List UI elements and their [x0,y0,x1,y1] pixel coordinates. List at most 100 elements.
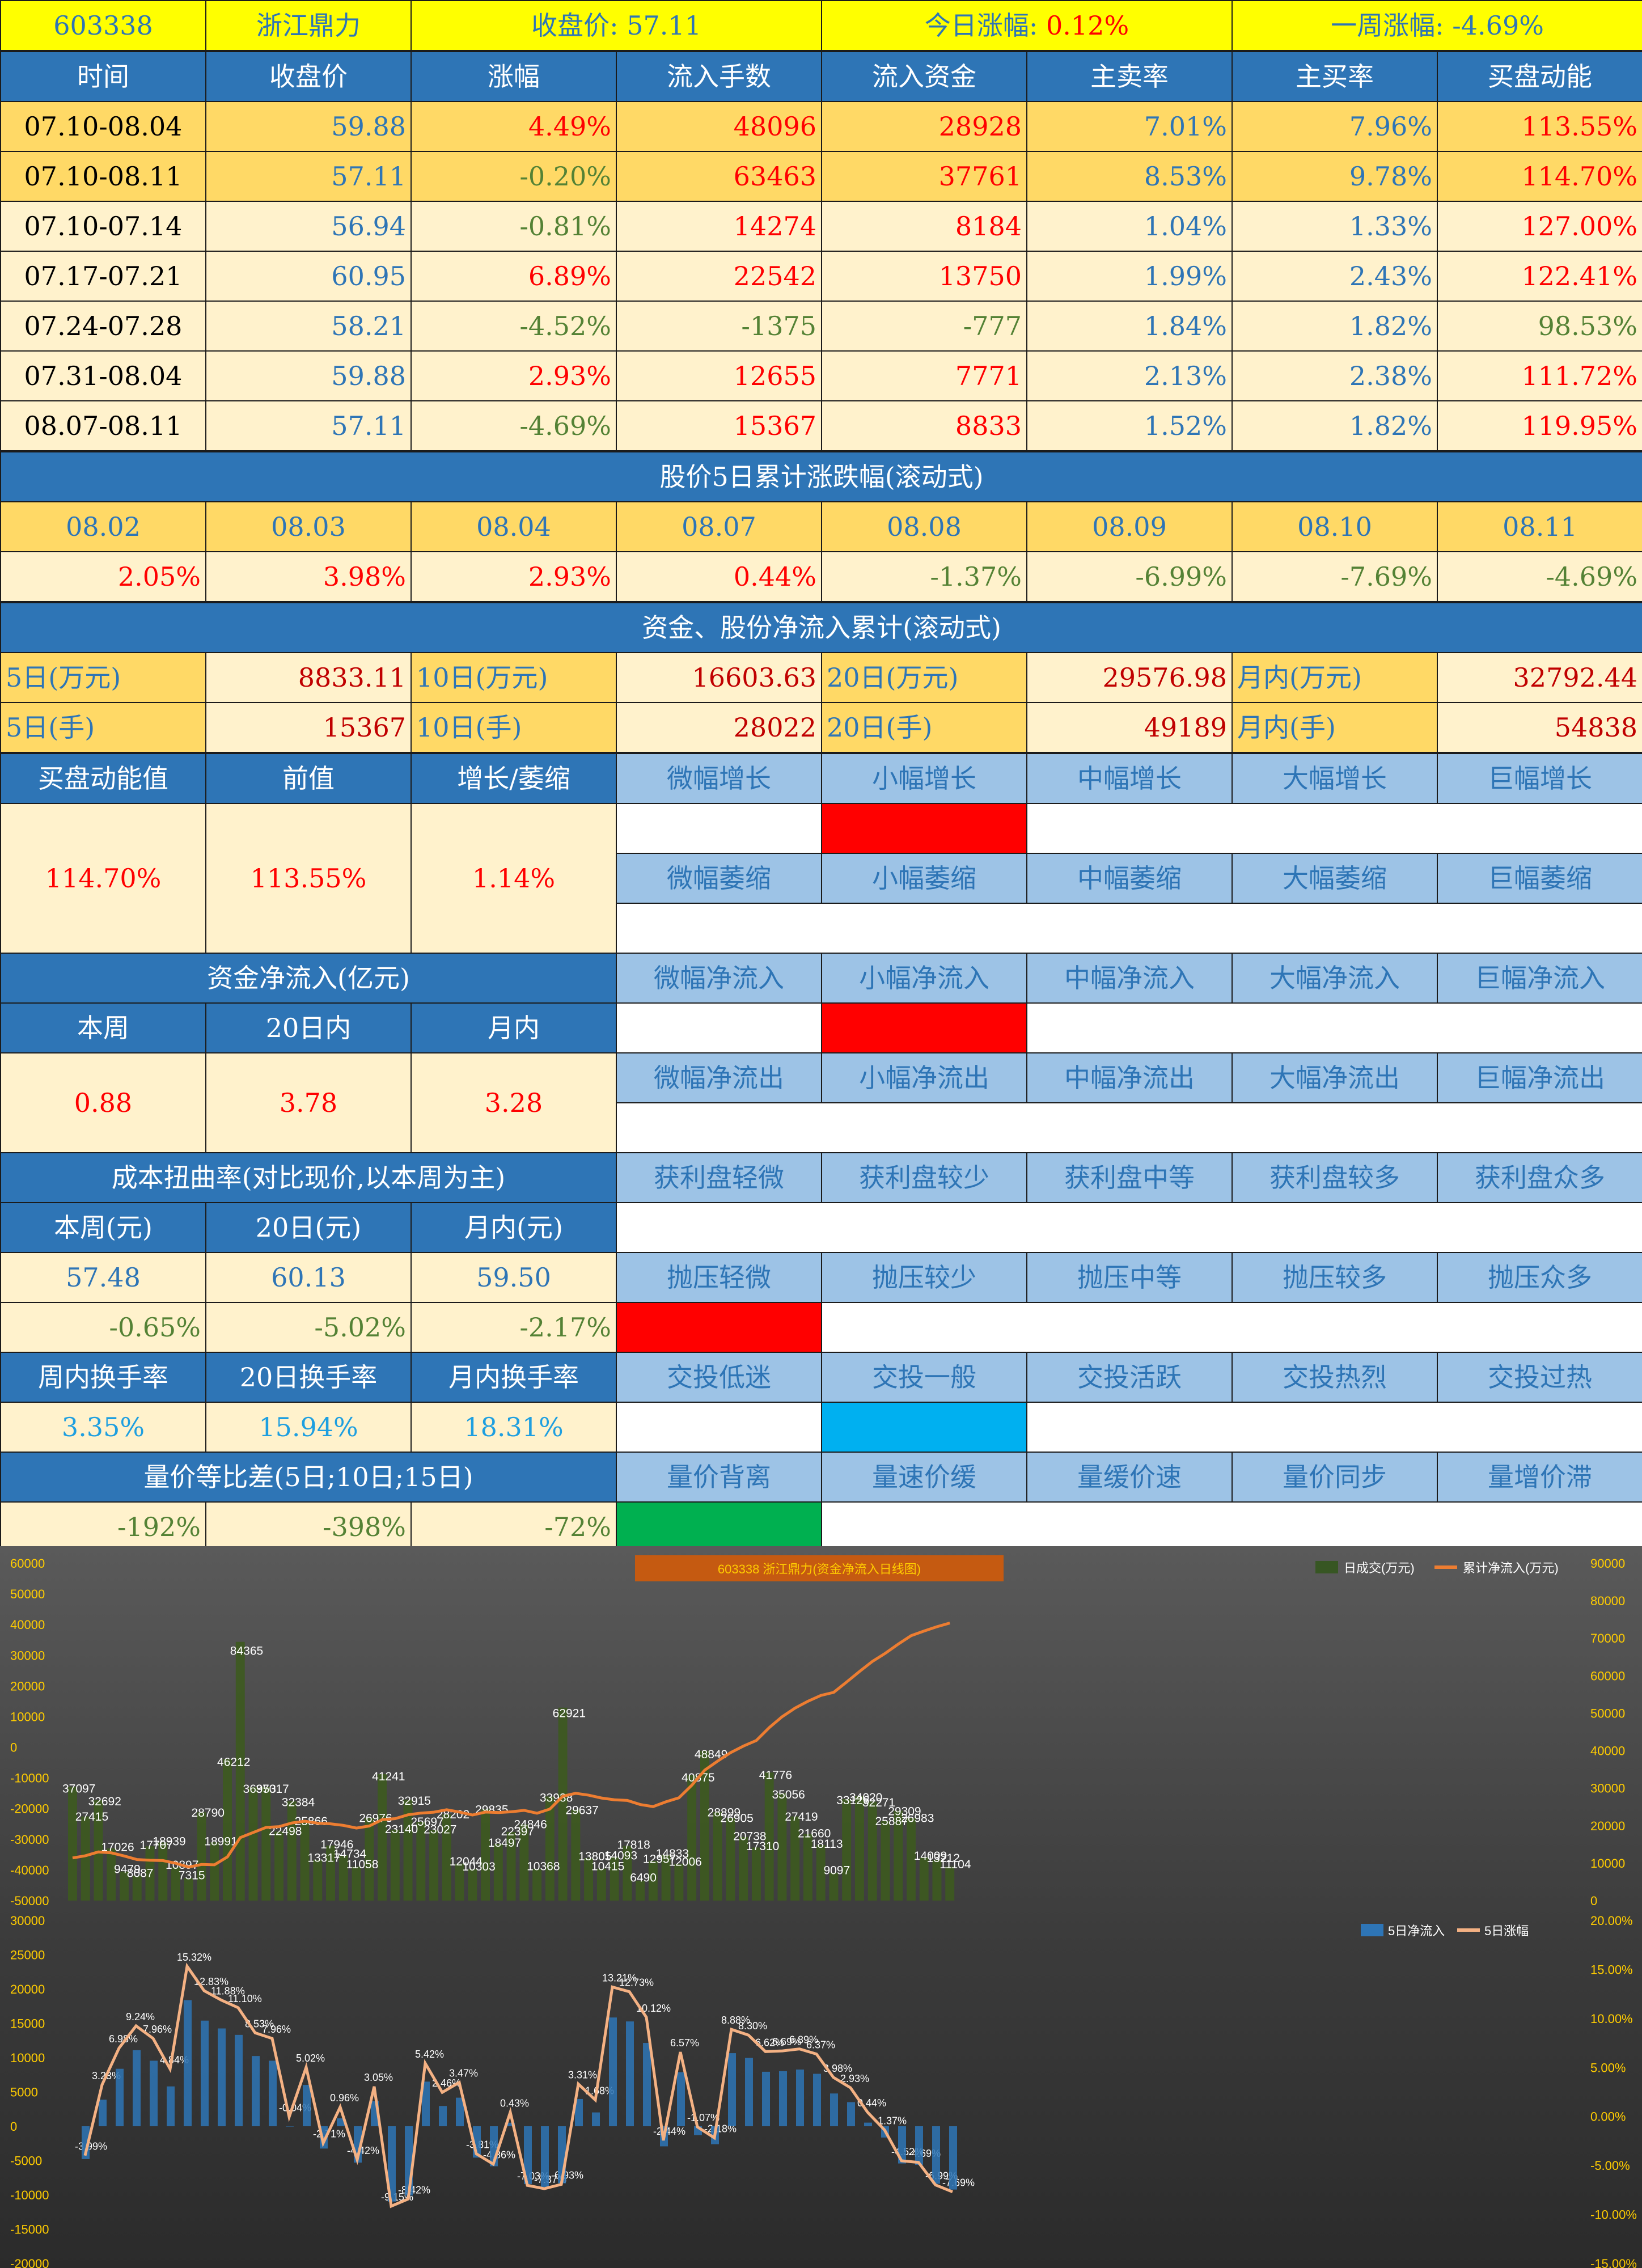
chart2-ytick-right: 15.00% [1590,1962,1633,1977]
chart2-bar [728,2053,736,2126]
table-cell: -0.81% [410,201,617,252]
chart1-bar [235,1641,245,1901]
chart2-bar [167,2086,175,2126]
chart1-legend-line-swatch [1434,1565,1457,1569]
chart1-bar [854,1796,864,1901]
table-cell: 1.82% [1232,400,1438,451]
chart1-bar [338,1855,348,1901]
chart2-bar [337,2118,345,2126]
cost-20d-pct: -5.02% [205,1302,412,1353]
chart2-line-label: 5.02% [296,2053,325,2064]
shrink-indicator-row [616,903,1642,954]
cost-month-pct: -2.17% [410,1302,617,1353]
chart1-ytick-right: 20000 [1590,1819,1625,1833]
table-cell: 37761 [821,151,1027,202]
charts-svg: 603338 浙江鼎力(资金净流入日线图)6000050000400003000… [10,1555,1637,2268]
chart1-bar-label: 32271 [862,1796,895,1809]
col-header-2: 涨幅 [410,51,617,102]
table-cell: -4.52% [410,301,617,352]
grow-label-2: 小幅增长 [821,753,1027,804]
turnover-week-value: 3.35% [0,1402,206,1453]
chart1-bar [867,1801,877,1901]
chart2-bar [541,2126,549,2187]
cost-week-value: 57.48 [0,1252,206,1303]
table-row: 08.07-08.11 57.11 -4.69% 15367 8833 1.52% 1.82… [0,400,1642,451]
table-cell: 8.53% [1026,151,1233,202]
rolling-value: -7.69% [1232,551,1438,602]
inflow-indicator-1 [616,1002,822,1053]
outflow-indicator-row [616,1102,1642,1153]
volprice-10d-value: -398% [205,1501,412,1552]
chart1-bar [274,1831,283,1901]
capital-20d-header: 20日内 [205,1002,412,1053]
cost-title: 成本扭曲率(对比现价,以本周为主) [0,1152,617,1203]
chart2-bar [150,2060,158,2126]
table-cell: 63463 [616,151,822,202]
table-cell: 08.07-08.11 [0,400,206,451]
table-cell: 07.24-07.28 [0,301,206,352]
table-row: 07.24-07.28 58.21 -4.52% -1375 -777 1.84% 1.82… [0,301,1642,352]
volprice-label-3: 量缓价速 [1026,1452,1233,1503]
chart1-bar-label: 26983 [901,1812,934,1825]
table-cell: 7.01% [1026,101,1233,152]
chart1-bar [713,1812,722,1901]
activity-label-4: 交投热烈 [1232,1352,1438,1403]
chart1-bar [352,1867,361,1901]
chart2-legend-line-swatch [1457,1928,1480,1932]
chart2-line-label: 15.32% [177,1952,211,1963]
chart2-line-label: 6.37% [806,2039,835,2051]
turnover-month-value: 18.31% [410,1402,617,1453]
chart1-bar-label: 29309 [888,1805,921,1818]
chart1-bar-label: 10303 [462,1860,495,1873]
chart1-bar [829,1872,839,1901]
table-cell: 07.10-07.14 [0,201,206,252]
chart1-bar-label: 14009 [914,1850,947,1863]
chart1-bar [197,1812,206,1901]
netflow-label: 20日(手) [821,702,1027,753]
netflow-value: 8833.11 [205,652,412,703]
activity-indicator-1 [616,1402,822,1453]
chart2-bar [592,2112,600,2126]
chart2-line-label: -3.99% [75,2141,107,2152]
chart1-bar-label: 41776 [759,1768,792,1782]
chart1-bar [94,1800,103,1901]
chart1-bar [390,1829,400,1901]
table-cell: 07.31-08.04 [0,350,206,401]
table-cell: 14274 [616,201,822,252]
chart2-line-label: 8.30% [738,2020,767,2032]
chart2-bar [422,2081,430,2126]
pressure-indicator-rest [821,1302,1642,1353]
chart2-bar [830,2093,838,2126]
chart2-line-label: 7.96% [143,2024,172,2035]
chart1-bar-label: 62921 [553,1707,586,1720]
volprice-label-1: 量价背离 [616,1452,822,1503]
rolling-5d-table: 股价5日累计涨跌幅(滚动式) 08.02 08.03 08.04 08.07 08.08… [0,451,1642,602]
netflow-value: 28022 [616,702,822,753]
capital-20d-value: 3.78 [205,1052,412,1153]
chart1-ytick-left: -10000 [10,1771,49,1785]
chart2-ytick-left: 30000 [10,1914,45,1928]
table-cell: 8833 [821,400,1027,451]
table-cell: -777 [821,301,1027,352]
chart1-bar-label: 25697 [410,1816,443,1829]
activity-label-3: 交投活跃 [1026,1352,1233,1403]
chart2-bar [99,2100,107,2126]
table-cell: 1.84% [1026,301,1233,352]
chart1-bar [184,1878,193,1901]
rolling-date: 08.09 [1026,501,1233,552]
turnover-20d-value: 15.94% [205,1402,412,1453]
chart1-bar [558,1707,568,1901]
grow-label-5: 巨幅增长 [1437,753,1642,804]
pressure-label-1: 抛压轻微 [616,1252,822,1303]
chart2-bar [949,2126,957,2190]
chart1-ytick-right: 50000 [1590,1706,1625,1720]
chart2-line-label: 12.73% [619,1977,654,1988]
chart2-bar [524,2126,532,2185]
rolling-date: 08.03 [205,501,412,552]
col-header-3: 流入手数 [616,51,822,102]
chart1-bar [506,1831,516,1901]
shrink-label-2: 小幅萎缩 [821,853,1027,904]
chart1-bar-label: 18113 [811,1838,843,1851]
chart1-bar [493,1843,503,1901]
profit-label-1: 获利盘轻微 [616,1152,822,1203]
